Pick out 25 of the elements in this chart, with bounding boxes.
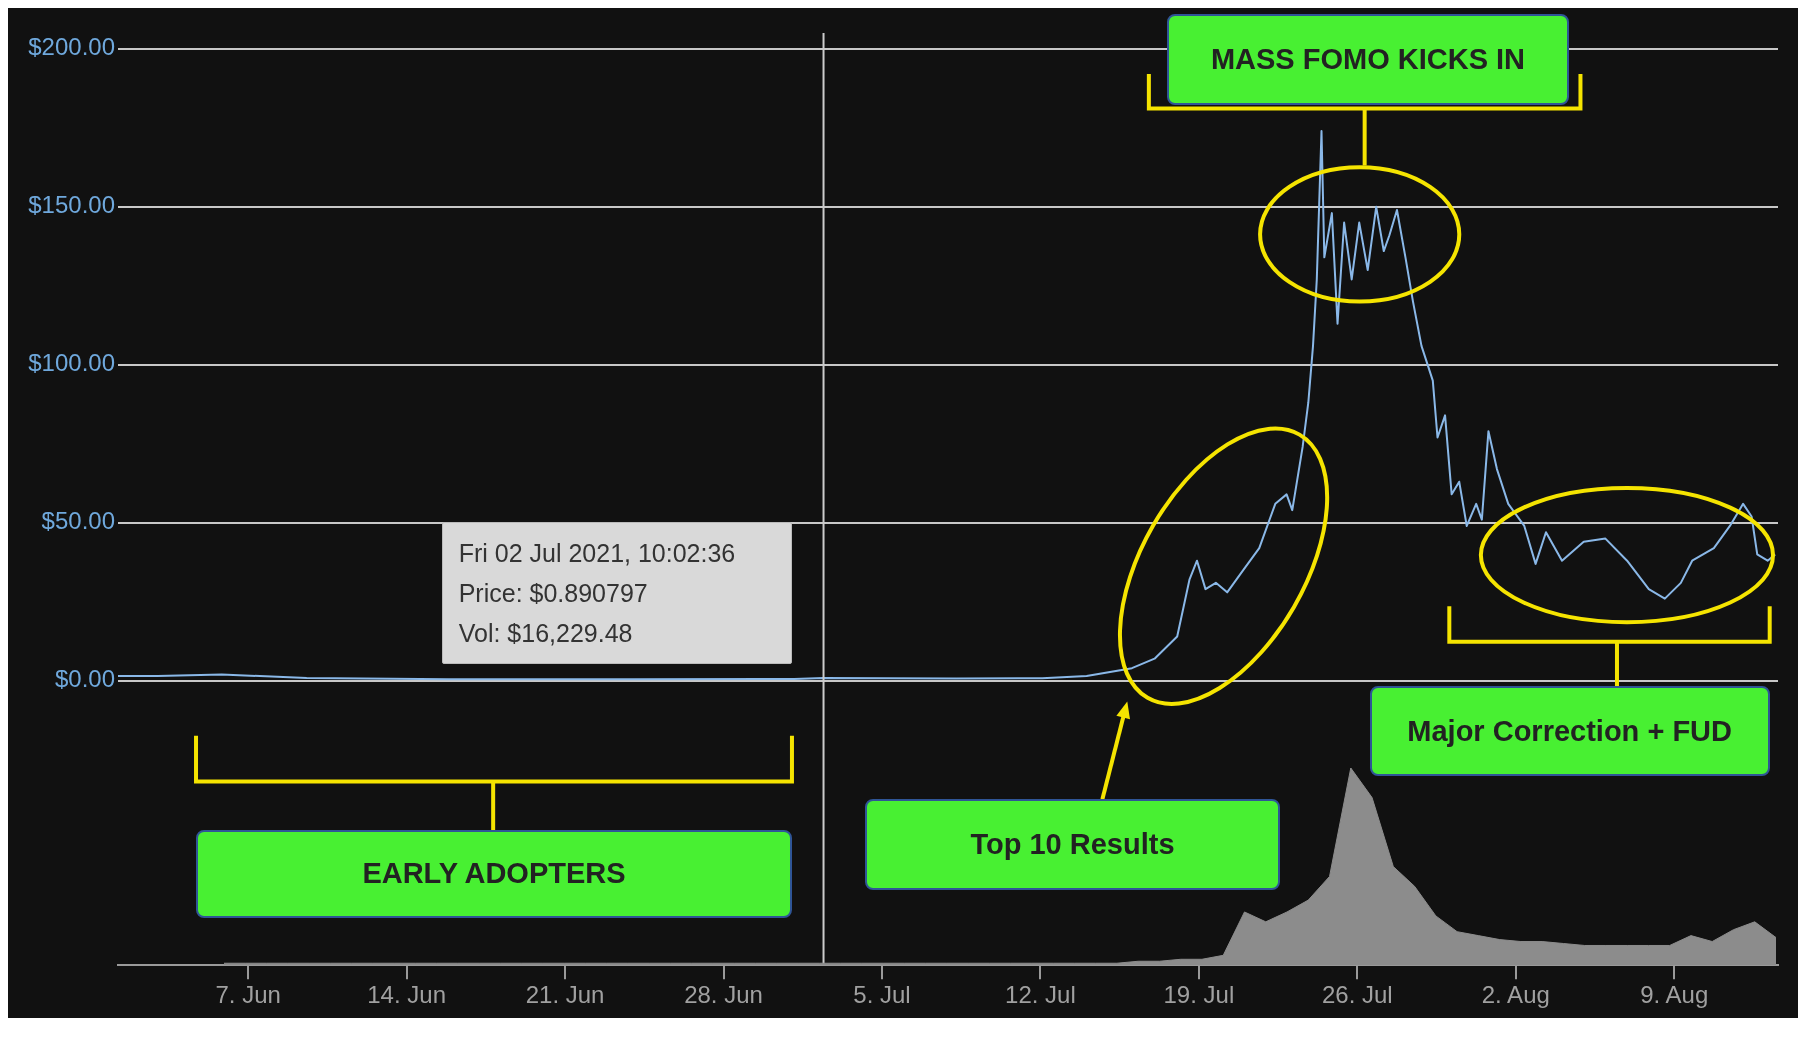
x-tick-label: 28. Jun (684, 981, 763, 1009)
callout-box: Major Correction + FUD (1369, 686, 1770, 776)
x-tick-label: 9. Aug (1640, 981, 1709, 1009)
x-tick-label: 21. Jun (525, 981, 605, 1009)
y-tick-label: $200.00 (28, 33, 115, 61)
x-tick-label: 14. Jun (367, 981, 446, 1009)
annotation: EARLY ADOPTERS (362, 857, 626, 891)
annotation: Fri 02 Jul 2021, 10:02:36 Price: $0.890797 Vol: $16,229.48 (458, 538, 736, 650)
callout-box: Top 10 Results (865, 799, 1280, 890)
annotation: Major Correction + FUD (1407, 714, 1732, 748)
y-tick-label: $0.00 (54, 665, 115, 693)
x-tick-label: 5. Jul (853, 981, 911, 1009)
callout-box: EARLY ADOPTERS (196, 830, 792, 918)
y-tick-label: $100.00 (28, 349, 115, 377)
x-tick-label: 2. Aug (1481, 981, 1550, 1009)
annotation: Top 10 Results (970, 827, 1175, 861)
x-tick-label: 12. Jul (1005, 981, 1076, 1009)
tooltip-box: Fri 02 Jul 2021, 10:02:36 Price: $0.890797 Vol: $16,229.48 (441, 522, 792, 665)
callout-box: MASS FOMO KICKS IN (1167, 14, 1569, 105)
x-tick-label: 7. Jun (215, 981, 281, 1009)
x-tick-label: 19. Jul (1163, 981, 1235, 1009)
annotation: MASS FOMO KICKS IN (1210, 43, 1526, 77)
y-tick-label: $50.00 (41, 507, 115, 535)
x-tick-label: 26. Jul (1321, 981, 1393, 1009)
y-tick-label: $150.00 (28, 191, 115, 219)
